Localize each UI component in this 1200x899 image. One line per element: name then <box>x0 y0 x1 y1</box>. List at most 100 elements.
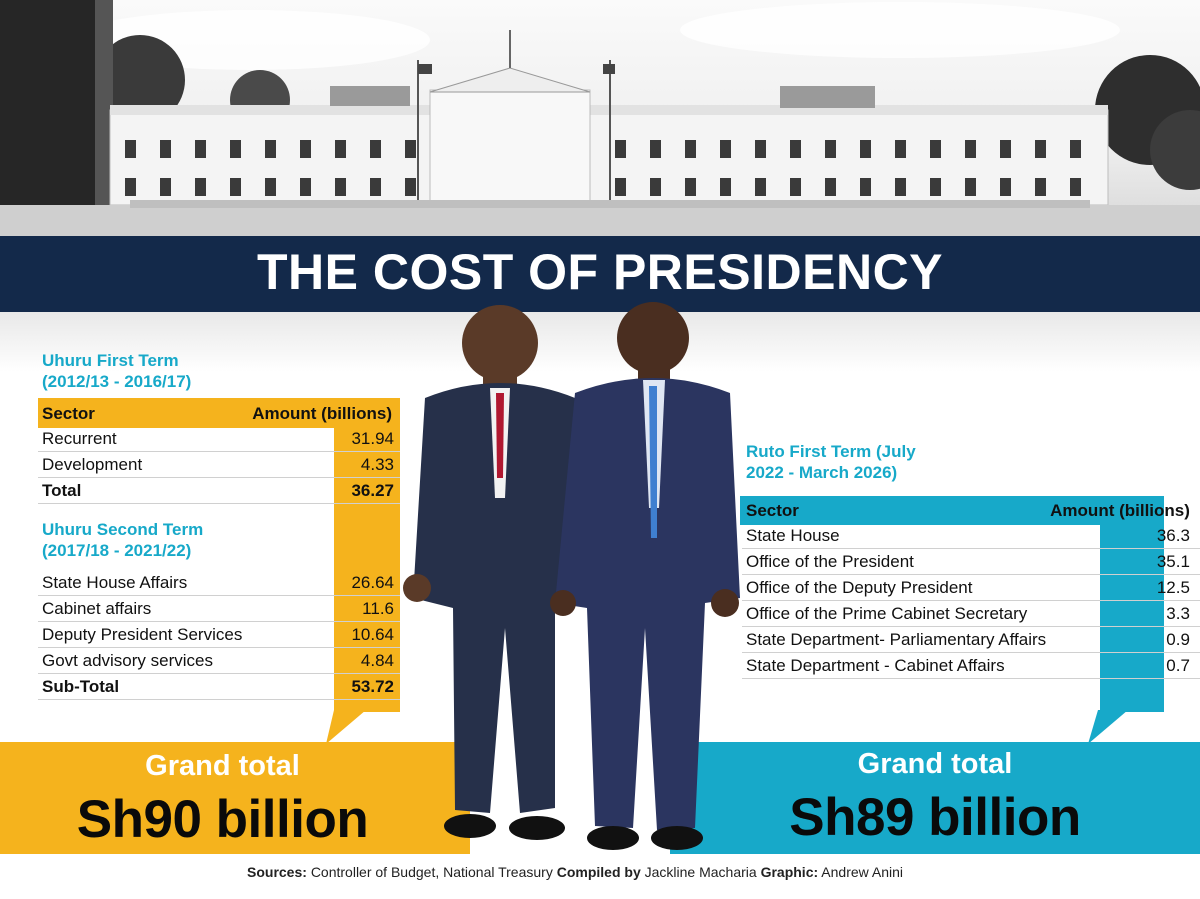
table-row: Govt advisory services 4.84 <box>38 647 400 674</box>
table-row: State House 36.3 <box>742 523 1200 549</box>
sources-value: Controller of Budget, National Treasury <box>310 864 553 880</box>
table-row: Development 4.33 <box>38 451 400 478</box>
uhuru-second-term-table: State House Affairs 26.64 Cabinet affair… <box>38 570 400 700</box>
building-window <box>825 140 836 158</box>
amount-header: Amount (billions) <box>252 403 392 423</box>
sector-cell: Office of the Deputy President <box>742 574 1049 601</box>
table-row: Deputy President Services 10.64 <box>38 621 400 648</box>
building-window <box>825 178 836 196</box>
building-window <box>335 140 346 158</box>
total-row: Total 36.27 <box>38 477 400 504</box>
amount-cell: 53.72 <box>334 673 400 700</box>
graphic-value: Andrew Anini <box>821 864 903 880</box>
table-row: Recurrent 31.94 <box>38 426 400 452</box>
building-window <box>650 178 661 196</box>
state-house-illustration <box>0 0 1200 245</box>
footer-credits: Sources: Controller of Budget, National … <box>0 864 1150 880</box>
presidents-photo <box>403 302 740 850</box>
building-window <box>335 178 346 196</box>
title-band <box>0 236 1200 312</box>
ruto-term-title-line2: 2022 - March 2026) <box>746 463 898 482</box>
amount-cell: 0.9 <box>1048 626 1200 653</box>
uhuru-first-term-title: Uhuru First Term (2012/13 - 2016/17) <box>42 350 191 392</box>
ruto-header-bar <box>740 496 1164 525</box>
state-house-photo <box>0 0 1200 245</box>
uhuru-grand-total-label: Grand total <box>145 750 300 782</box>
building-window <box>370 178 381 196</box>
uhuru-header-bar <box>38 398 400 428</box>
building-window <box>195 178 206 196</box>
building-window <box>1035 178 1046 196</box>
table-row: State Department - Cabinet Affairs 0.7 <box>742 652 1200 679</box>
building-window <box>195 140 206 158</box>
building-window <box>1070 140 1081 158</box>
building-window <box>860 140 871 158</box>
uhuru-grand-total-box: Grand total Sh90 billion <box>0 742 470 854</box>
sector-cell: State House <box>742 523 1049 549</box>
amount-cell: 0.7 <box>1048 652 1200 679</box>
sector-header: Sector <box>746 500 799 520</box>
uhuru-first-term-title-line1: Uhuru First Term <box>42 351 179 370</box>
uhuru-second-term-title-line2: (2017/18 - 2021/22) <box>42 541 192 560</box>
building-window <box>125 178 136 196</box>
sector-cell: Development <box>38 451 251 478</box>
building-window <box>615 140 626 158</box>
uhuru-first-term-title-line2: (2012/13 - 2016/17) <box>42 372 192 391</box>
compiled-label: Compiled by <box>556 864 641 880</box>
ruto-grand-total-box: Grand total Sh89 billion <box>670 742 1200 854</box>
sector-cell: State Department- Parliamentary Affairs <box>742 626 1049 653</box>
table-row: State House Affairs 26.64 <box>38 570 400 596</box>
uhuru-callout-tail <box>326 710 366 744</box>
building-window <box>230 178 241 196</box>
sector-cell: Sub-Total <box>38 673 334 700</box>
graphic-label: Graphic: <box>760 864 819 880</box>
building-window <box>965 178 976 196</box>
building-window <box>720 178 731 196</box>
compiled-value: Jackline Macharia <box>644 864 757 880</box>
building-window <box>1035 140 1046 158</box>
building-window <box>930 140 941 158</box>
amount-header: Amount (billions) <box>1050 500 1190 520</box>
amount-cell: 3.3 <box>1048 600 1200 627</box>
sector-cell: Deputy President Services <box>38 621 334 648</box>
table-header-row: Sector Amount (billions) <box>38 401 400 426</box>
amount-cell: 10.64 <box>334 621 400 648</box>
amount-cell: 36.27 <box>250 477 400 504</box>
amount-cell: 26.64 <box>334 570 400 596</box>
table-row: Cabinet affairs 11.6 <box>38 595 400 622</box>
table-row: Office of the Deputy President 12.5 <box>742 574 1200 601</box>
sector-cell: State Department - Cabinet Affairs <box>742 652 1049 679</box>
ruto-first-term-title: Ruto First Term (July 2022 - March 2026) <box>746 441 916 483</box>
sector-cell: State House Affairs <box>38 570 334 596</box>
building-window <box>300 178 311 196</box>
building-window <box>405 178 416 196</box>
uhuru-second-term-title-line1: Uhuru Second Term <box>42 520 204 539</box>
building-window <box>965 140 976 158</box>
ruto-grand-total-label: Grand total <box>857 748 1013 780</box>
amount-cell: 11.6 <box>334 595 400 622</box>
building-window <box>125 140 136 158</box>
building-window <box>755 140 766 158</box>
sector-cell: Cabinet affairs <box>38 595 334 622</box>
ruto-figure <box>550 302 740 850</box>
building-window <box>930 178 941 196</box>
sector-cell: Office of the President <box>742 548 1049 575</box>
building-window <box>685 178 696 196</box>
building-window <box>405 140 416 158</box>
building-window <box>790 178 801 196</box>
building-window <box>895 178 906 196</box>
sources-label: Sources: <box>247 864 307 880</box>
table-row: State Department- Parliamentary Affairs … <box>742 626 1200 653</box>
building-window <box>1070 178 1081 196</box>
sector-header: Sector <box>42 403 95 423</box>
subtotal-row: Sub-Total 53.72 <box>38 673 400 700</box>
sector-cell: Recurrent <box>38 426 251 452</box>
building-window <box>160 178 171 196</box>
amount-cell: 12.5 <box>1048 574 1200 601</box>
building-window <box>265 178 276 196</box>
ruto-term-title-line1: Ruto First Term (July <box>746 442 916 461</box>
building-window <box>370 140 381 158</box>
ruto-grand-total-value: Sh89 billion <box>789 788 1081 847</box>
building-window <box>1000 178 1011 196</box>
background-fade <box>0 312 1200 372</box>
